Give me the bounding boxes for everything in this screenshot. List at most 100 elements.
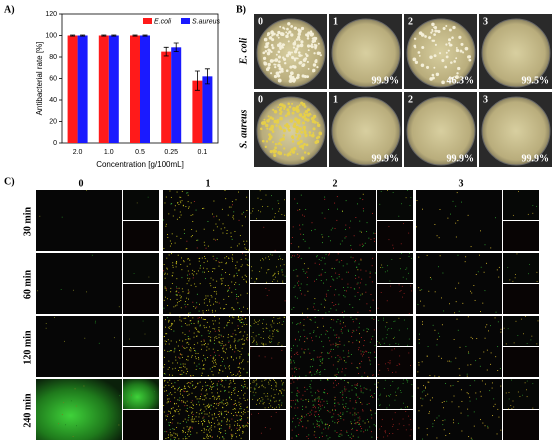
cell xyxy=(182,394,184,396)
cell xyxy=(296,345,298,347)
cell xyxy=(214,396,216,398)
cell xyxy=(228,340,230,342)
cell xyxy=(213,406,215,408)
cell xyxy=(168,393,170,395)
cell xyxy=(178,438,180,440)
cell xyxy=(201,388,203,390)
cell xyxy=(266,328,268,330)
cell xyxy=(425,386,426,388)
cell xyxy=(190,419,192,421)
cell xyxy=(273,396,275,398)
cell xyxy=(178,287,180,289)
cell xyxy=(436,338,438,340)
cell xyxy=(204,327,206,329)
cell xyxy=(274,407,276,409)
plate-rate: 99.9% xyxy=(447,153,475,164)
cell xyxy=(300,194,302,196)
cell xyxy=(171,283,173,284)
cell xyxy=(310,380,312,382)
cell xyxy=(199,303,200,305)
cell xyxy=(278,273,279,275)
cell xyxy=(479,357,481,359)
cell xyxy=(204,438,206,439)
cell xyxy=(297,322,299,324)
cell xyxy=(340,328,342,330)
cell xyxy=(202,385,204,387)
cell xyxy=(321,212,323,214)
cell xyxy=(173,306,175,308)
cell xyxy=(187,274,188,276)
cell xyxy=(171,243,172,245)
cell xyxy=(339,243,341,245)
cell xyxy=(171,203,173,205)
cell xyxy=(195,209,197,211)
cell xyxy=(499,368,501,369)
cell xyxy=(222,350,224,352)
colony xyxy=(282,26,285,29)
colony xyxy=(437,30,441,34)
cell xyxy=(433,419,435,421)
cell xyxy=(196,273,198,275)
cell xyxy=(245,424,247,426)
cell xyxy=(204,357,206,359)
cell xyxy=(198,331,200,333)
cell xyxy=(335,343,337,345)
cell xyxy=(226,229,228,231)
cell xyxy=(422,398,424,400)
cell xyxy=(197,239,199,241)
cell xyxy=(275,276,276,278)
cell xyxy=(336,334,338,336)
cell xyxy=(163,373,165,374)
cell xyxy=(312,423,314,425)
cell xyxy=(517,391,519,393)
cell xyxy=(352,306,354,308)
cell xyxy=(232,380,234,382)
cell xyxy=(72,289,74,291)
cell xyxy=(262,258,263,260)
cell xyxy=(326,424,328,425)
cell xyxy=(310,371,312,373)
cell xyxy=(220,432,222,434)
cell xyxy=(400,408,402,409)
cell xyxy=(320,361,322,362)
cell xyxy=(185,301,186,303)
cell xyxy=(169,299,171,301)
colony xyxy=(286,27,289,31)
cell xyxy=(443,429,445,431)
cell xyxy=(182,431,184,433)
colony xyxy=(267,41,270,45)
cell xyxy=(436,235,438,237)
colony xyxy=(290,51,293,54)
colony xyxy=(309,30,313,33)
cell xyxy=(180,300,182,301)
cell xyxy=(257,399,259,401)
cell xyxy=(311,222,313,224)
cell xyxy=(181,345,183,347)
cell xyxy=(189,406,191,408)
cell xyxy=(390,394,392,396)
colony xyxy=(288,30,292,34)
cell xyxy=(213,351,215,353)
cell xyxy=(228,368,230,370)
cell xyxy=(252,398,254,400)
cell xyxy=(290,405,292,407)
cell xyxy=(265,257,267,259)
cell xyxy=(178,370,179,371)
cell xyxy=(322,359,324,361)
cell xyxy=(281,388,283,390)
colony xyxy=(275,53,278,56)
colony xyxy=(453,60,457,63)
cell xyxy=(227,290,229,292)
cell xyxy=(410,197,412,199)
cell xyxy=(168,321,169,323)
colony xyxy=(273,74,278,79)
cell xyxy=(263,402,265,403)
cell xyxy=(194,356,196,358)
cell xyxy=(246,338,248,340)
cell xyxy=(230,344,231,346)
cell xyxy=(329,240,331,242)
cell xyxy=(174,382,176,384)
cell xyxy=(307,316,309,318)
cell xyxy=(359,197,361,199)
cell xyxy=(234,389,236,391)
